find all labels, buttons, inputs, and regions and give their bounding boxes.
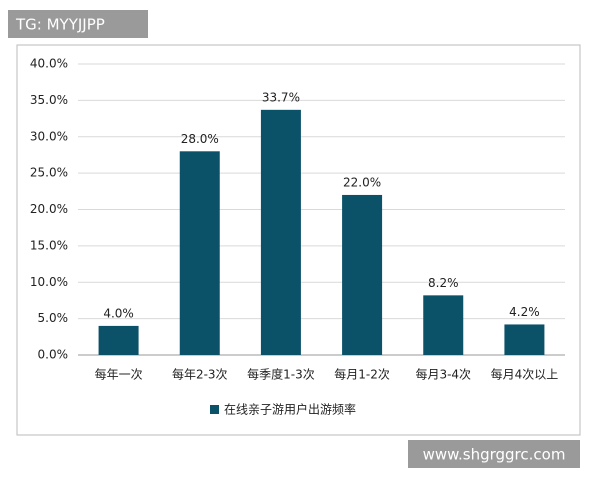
x-tick-label: 每月4次以上 <box>491 367 559 382</box>
y-tick-label: 0.0% <box>38 348 69 362</box>
watermark: www.shgrggrc.com <box>423 446 566 464</box>
y-tick-label: 10.0% <box>30 275 68 289</box>
value-label: 22.0% <box>343 175 381 189</box>
watermark: TG: MYYJJPP <box>15 16 105 34</box>
x-tick-label: 每月1-2次 <box>334 367 390 382</box>
legend-label: 在线亲子游用户出游频率 <box>224 402 356 417</box>
bar <box>98 325 139 355</box>
value-label: 4.0% <box>103 306 134 320</box>
bar <box>260 109 301 356</box>
value-label: 4.2% <box>509 305 540 319</box>
value-label: 33.7% <box>262 90 300 104</box>
y-tick-label: 20.0% <box>30 202 68 216</box>
bar <box>504 324 545 355</box>
x-tick-label: 每年2-3次 <box>172 367 228 382</box>
value-label: 28.0% <box>181 132 219 146</box>
bar <box>342 194 383 355</box>
bar <box>423 295 464 355</box>
bar <box>179 151 220 355</box>
value-label: 8.2% <box>428 276 459 290</box>
x-tick-label: 每年一次 <box>95 367 143 382</box>
watermark-box <box>8 10 148 38</box>
x-tick-label: 每季度1-3次 <box>247 367 315 382</box>
y-tick-label: 35.0% <box>30 93 68 107</box>
y-tick-label: 15.0% <box>30 238 68 252</box>
x-tick-label: 每月3-4次 <box>415 367 471 382</box>
watermark-box <box>408 440 580 468</box>
y-tick-label: 40.0% <box>30 57 68 71</box>
legend-swatch <box>210 405 219 414</box>
y-tick-label: 30.0% <box>30 129 68 143</box>
y-tick-label: 5.0% <box>38 311 69 325</box>
y-tick-label: 25.0% <box>30 166 68 180</box>
